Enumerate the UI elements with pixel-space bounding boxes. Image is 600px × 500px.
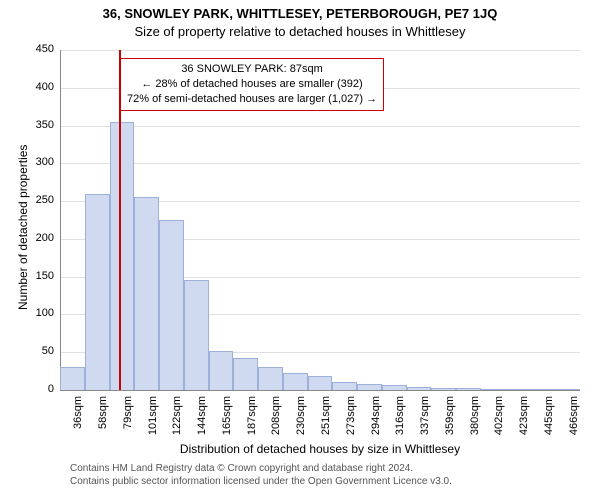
x-tick: 144sqm [196,396,208,436]
gridline [60,50,580,51]
y-tick: 200 [26,232,54,244]
x-axis-line [60,390,580,391]
histogram-bar [308,376,333,390]
x-tick: 445sqm [543,396,555,436]
histogram-bar [481,389,506,390]
annotation-line-2: ← 28% of detached houses are smaller (39… [127,77,377,92]
title-line-2: Size of property relative to detached ho… [0,24,600,39]
x-tick: 165sqm [221,396,233,436]
histogram-bar [431,388,456,390]
histogram-bar [209,351,234,390]
histogram-bar [134,197,159,390]
histogram-bar [456,388,481,390]
y-tick: 400 [26,81,54,93]
x-tick: 380sqm [469,396,481,436]
annotation-box: 36 SNOWLEY PARK: 87sqm ← 28% of detached… [120,58,384,111]
x-tick: 187sqm [246,396,258,436]
credits-line-1: Contains HM Land Registry data © Crown c… [70,462,452,475]
y-tick: 0 [26,383,54,395]
histogram-bar [530,389,555,390]
y-tick: 350 [26,119,54,131]
histogram-bar [357,384,382,390]
histogram-bar [85,194,110,390]
histogram-bar [283,373,308,390]
x-tick: 423sqm [518,396,530,436]
x-tick: 208sqm [270,396,282,436]
x-tick: 230sqm [295,396,307,436]
x-tick: 294sqm [370,396,382,436]
histogram-bar [407,387,432,390]
y-tick: 50 [26,345,54,357]
title-line-1: 36, SNOWLEY PARK, WHITTLESEY, PETERBOROU… [0,6,600,21]
annotation-line-3: 72% of semi-detached houses are larger (… [127,92,377,107]
x-tick: 251sqm [320,396,332,436]
x-tick: 316sqm [394,396,406,436]
x-tick: 79sqm [122,396,134,436]
x-tick: 36sqm [72,396,84,436]
histogram-bar [555,389,580,390]
y-tick: 250 [26,194,54,206]
chart-container: 36, SNOWLEY PARK, WHITTLESEY, PETERBOROU… [0,0,600,500]
histogram-bar [258,367,283,390]
y-axis-label: Number of detached properties [16,145,30,310]
x-axis-label: Distribution of detached houses by size … [60,442,580,456]
x-tick: 273sqm [345,396,357,436]
credits-line-2: Contains public sector information licen… [70,475,452,488]
annotation-line-1: 36 SNOWLEY PARK: 87sqm [127,62,377,77]
y-tick: 300 [26,156,54,168]
gridline [60,126,580,127]
histogram-bar [60,367,85,390]
histogram-bar [332,382,357,390]
x-tick: 402sqm [493,396,505,436]
histogram-bar [110,122,135,390]
histogram-bar [506,389,531,391]
x-tick: 101sqm [147,396,159,436]
histogram-bar [159,220,184,390]
x-tick: 466sqm [568,396,580,436]
credits: Contains HM Land Registry data © Crown c… [70,462,452,488]
x-tick: 359sqm [444,396,456,436]
y-tick: 100 [26,307,54,319]
x-tick: 58sqm [97,396,109,436]
y-tick: 150 [26,270,54,282]
histogram-bar [184,280,209,390]
histogram-bar [382,385,407,390]
x-tick: 122sqm [171,396,183,436]
x-tick: 337sqm [419,396,431,436]
histogram-bar [233,358,258,390]
y-tick: 450 [26,43,54,55]
gridline [60,163,580,164]
y-axis-line [60,50,61,390]
